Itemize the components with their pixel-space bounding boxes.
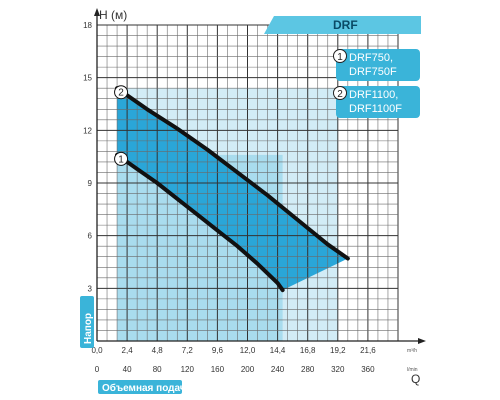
x-tick-label-top: 21,6 <box>360 346 376 355</box>
x-tick-label-bottom: 240 <box>271 365 285 374</box>
curve-2-marker-label: 2 <box>118 88 124 99</box>
x-bottom-badge <box>98 380 182 394</box>
y-tick-label: 15 <box>83 74 92 83</box>
x-tick-label-top: 16,8 <box>300 346 316 355</box>
x-tick-label-bottom: 200 <box>241 365 255 374</box>
title-banner <box>264 16 421 34</box>
x-tick-label-bottom: 0 <box>95 365 100 374</box>
x-tick-label-bottom: 280 <box>301 365 315 374</box>
y-tick-label: 6 <box>88 232 93 241</box>
y-tick-label: 18 <box>83 21 92 30</box>
x-tick-label-bottom: 80 <box>153 365 162 374</box>
legend-label-2-line1: DRF1100, <box>349 89 398 101</box>
legend-marker-2: 2 <box>337 89 343 100</box>
x-unit-top: m³/h <box>407 348 417 354</box>
legend-box-1 <box>336 49 420 81</box>
y-axis-title: H (м) <box>99 8 127 22</box>
y-tick-label: 12 <box>83 126 92 135</box>
legend: 1 DRF750, DRF750F 2 DRF1100, DRF1100F <box>333 49 420 118</box>
y-side-badge <box>80 296 94 348</box>
x-tick-label-top: 19,2 <box>330 346 346 355</box>
x-tick-label-top: 0,0 <box>91 346 103 355</box>
x-tick-label-bottom: 120 <box>181 365 195 374</box>
legend-label-1-line1: DRF750, <box>349 52 393 64</box>
performance-curves: 12 <box>114 85 350 293</box>
legend-label-1-line2: DRF750F <box>349 66 397 78</box>
legend-marker-1: 1 <box>337 52 343 63</box>
curve-1-marker-circle <box>114 151 129 166</box>
x-tick-label-top: 9,6 <box>212 346 224 355</box>
x-tick-label-bottom: 320 <box>331 365 345 374</box>
x-unit-bottom: l/min <box>407 367 418 373</box>
y-side-label: Напор <box>83 313 94 344</box>
legend-label-2-line2: DRF1100F <box>349 103 402 115</box>
x-tick-label-top: 4,8 <box>152 346 164 355</box>
curve-2 <box>115 86 350 261</box>
legend-marker-1-circle <box>333 49 347 63</box>
x-tick-label-bottom: 40 <box>123 365 132 374</box>
x-tick-label-top: 12,0 <box>240 346 256 355</box>
axes: 03691215180,02,44,87,29,612,014,416,819,… <box>83 8 426 374</box>
x-tick-label-top: 7,2 <box>182 346 194 355</box>
y-tick-label: 9 <box>88 179 93 188</box>
y-axis-arrow <box>94 8 100 16</box>
legend-box-2 <box>336 86 420 118</box>
x-axis-arrow <box>418 338 426 344</box>
x-tick-label-bottom: 360 <box>361 365 375 374</box>
x-tick-label-bottom: 160 <box>211 365 225 374</box>
range-fill-band <box>117 88 348 291</box>
x-bottom-label: Объемная подача <box>102 382 192 394</box>
curve-2-marker-circle <box>114 85 129 100</box>
x-axis-title: Q <box>411 372 420 386</box>
y-tick-label: 3 <box>88 284 93 293</box>
x-tick-label-top: 2,4 <box>122 346 134 355</box>
curve-1 <box>115 152 285 293</box>
x-tick-label-top: 14,4 <box>270 346 286 355</box>
legend-marker-2-circle <box>333 86 347 100</box>
chart-title: DRF <box>333 18 358 32</box>
curve-1-marker-label: 1 <box>118 154 124 165</box>
